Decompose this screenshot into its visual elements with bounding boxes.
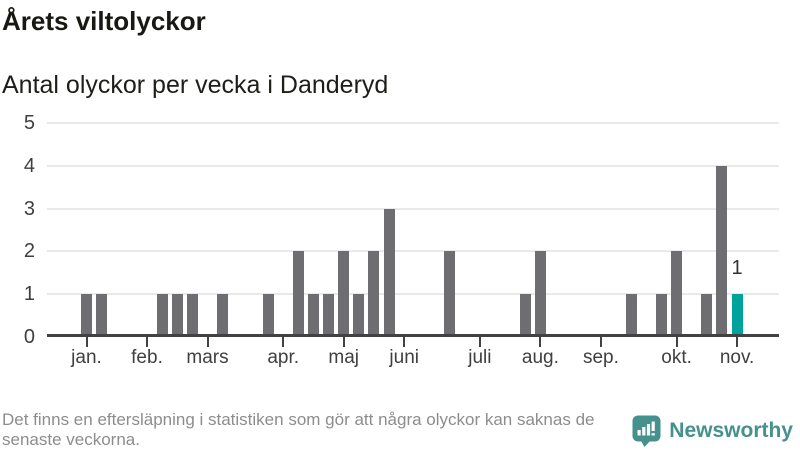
x-axis-tick <box>539 337 542 347</box>
y-gridline <box>47 164 779 167</box>
x-axis-month-label: juni <box>389 347 419 368</box>
bar-chart-speech-bubble-icon <box>632 415 661 447</box>
x-axis-month-label: mars <box>186 347 229 368</box>
bar-week <box>217 294 229 334</box>
x-axis-tick <box>675 337 678 347</box>
x-axis-month-label: okt. <box>661 347 692 368</box>
bar-week <box>701 294 713 334</box>
y-axis-tick-label: 1 <box>23 283 35 306</box>
x-axis-month-label: sep. <box>582 347 619 368</box>
bar-week <box>338 251 350 334</box>
bar-week <box>534 251 546 334</box>
x-axis-tick <box>146 337 149 347</box>
y-gridline <box>47 250 779 253</box>
bar-week <box>171 294 183 334</box>
bar-week <box>671 251 683 334</box>
x-axis-tick <box>478 337 481 347</box>
y-axis-tick-label: 5 <box>23 112 35 134</box>
footer-note-line: senaste veckorna. <box>2 430 140 449</box>
x-axis-month-label: juli <box>468 347 492 368</box>
x-axis-month-label: apr. <box>267 347 300 368</box>
bar-week <box>96 294 108 334</box>
y-axis-tick-label: 3 <box>23 197 35 220</box>
x-axis-tick <box>403 337 406 347</box>
x-axis-tick <box>85 337 88 347</box>
y-gridline <box>47 293 779 296</box>
bar-week <box>323 294 335 334</box>
bar-week <box>307 294 319 334</box>
bar-week <box>383 208 395 334</box>
y-gridline <box>47 207 779 210</box>
bar-week <box>368 251 380 334</box>
x-axis-tick <box>282 337 285 347</box>
bar-week <box>655 294 667 334</box>
page-title: Årets viltolyckor <box>2 6 206 36</box>
bar-week <box>625 294 637 334</box>
y-axis-tick-label: 0 <box>23 326 35 348</box>
bar-week <box>353 294 365 334</box>
bar-value-label: 1 <box>731 257 743 280</box>
bar-week <box>262 294 274 334</box>
x-axis-tick <box>342 337 345 347</box>
footer-note-line: Det finns en eftersläpning i statistiken… <box>2 410 595 429</box>
x-axis-month-label: jan. <box>71 347 102 368</box>
bar-week <box>156 294 168 334</box>
bar-week <box>444 251 456 334</box>
footer-note: Det finns en eftersläpning i statistiken… <box>2 410 594 450</box>
x-axis-tick <box>206 337 209 347</box>
bar-week <box>519 294 531 334</box>
x-axis-month-label: aug. <box>521 347 559 368</box>
x-axis-month-label: maj <box>328 347 360 368</box>
x-axis-tick <box>736 337 739 347</box>
newsworthy-logo: Newsworthy <box>632 415 793 447</box>
x-axis-month-label: feb. <box>131 347 163 368</box>
brand-name: Newsworthy <box>669 419 793 442</box>
y-gridline <box>47 122 779 124</box>
y-axis-tick-label: 2 <box>23 240 35 263</box>
y-axis-tick-label: 4 <box>23 154 35 177</box>
x-axis-line <box>47 334 779 337</box>
bar-week <box>292 251 304 334</box>
bar-current-week <box>731 294 743 334</box>
page-subtitle: Antal olyckor per vecka i Danderyd <box>2 71 389 99</box>
x-axis-tick <box>599 337 602 347</box>
bar-week <box>81 294 92 334</box>
x-axis-month-label: nov. <box>719 347 755 368</box>
bar-week <box>186 294 198 334</box>
bar-week <box>716 165 728 334</box>
